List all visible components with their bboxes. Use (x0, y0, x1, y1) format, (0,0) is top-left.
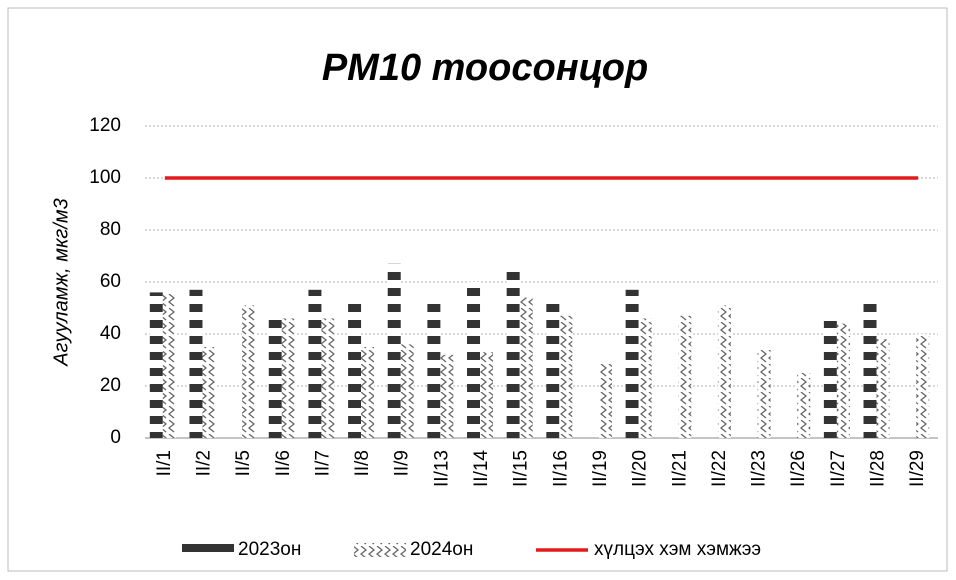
bar (757, 349, 771, 438)
x-tick-label: II/19 (590, 450, 611, 487)
x-tick-label: II/20 (630, 450, 651, 487)
bar (427, 300, 441, 438)
x-tick-label: II/28 (868, 450, 889, 487)
legend-swatch (354, 543, 406, 557)
bar (361, 347, 375, 438)
y-tick-label: 100 (89, 167, 121, 188)
y-tick-label: 0 (110, 427, 121, 448)
bar (348, 297, 362, 438)
bar (598, 362, 612, 438)
x-tick-label: II/21 (669, 450, 690, 487)
bar (717, 305, 731, 438)
x-tick-label: II/1 (154, 450, 175, 476)
bar (162, 292, 176, 438)
y-tick-label: 60 (100, 271, 121, 292)
bar (797, 373, 811, 438)
x-tick-label: II/23 (749, 450, 770, 487)
bar (149, 292, 163, 438)
bar (189, 289, 203, 438)
bar (876, 339, 890, 438)
bar (308, 289, 322, 438)
bar (506, 271, 520, 438)
legend-label: 2023он (238, 539, 301, 560)
x-tick-label: II/8 (352, 450, 373, 476)
bar (321, 318, 335, 438)
bar (678, 315, 692, 438)
bar (559, 315, 573, 438)
bar (625, 289, 639, 438)
bar (400, 344, 414, 438)
bar (467, 282, 481, 438)
bar (480, 352, 494, 438)
bar (519, 297, 533, 438)
x-tick-label: II/15 (511, 450, 532, 487)
bar (836, 323, 850, 438)
x-tick-label: II/6 (273, 450, 294, 476)
y-tick-label: 20 (100, 375, 121, 396)
bar (823, 321, 837, 438)
chart-title: PM10 тоосонцор (322, 47, 648, 89)
x-tick-label: II/16 (550, 450, 571, 487)
bar (546, 302, 560, 438)
bar (387, 263, 401, 438)
legend-label: 2024он (410, 539, 473, 560)
x-tick-label: II/27 (828, 450, 849, 487)
x-tick-label: II/2 (193, 450, 214, 476)
x-tick-label: II/7 (312, 450, 333, 476)
bar (268, 313, 282, 438)
bar (916, 334, 930, 438)
legend-label: хүлцэх хэм хэмжээ (594, 539, 761, 560)
bar (638, 318, 652, 438)
x-tick-label: II/9 (392, 450, 413, 476)
bar (863, 300, 877, 438)
y-tick-label: 80 (100, 219, 121, 240)
bar (440, 354, 454, 438)
bar (281, 318, 295, 438)
x-tick-label: II/26 (788, 450, 809, 487)
x-tick-label: II/13 (431, 450, 452, 487)
x-tick-label: II/14 (471, 450, 492, 487)
x-tick-label: II/22 (709, 450, 730, 487)
bar (242, 305, 256, 438)
y-tick-label: 120 (89, 115, 121, 136)
bar (202, 347, 216, 438)
x-tick-label: II/29 (907, 450, 928, 487)
y-axis-label: Агууламж, мкг/м3 (50, 198, 72, 366)
y-tick-label: 40 (100, 323, 121, 344)
x-tick-label: II/5 (233, 450, 254, 476)
legend-swatch (182, 543, 234, 557)
